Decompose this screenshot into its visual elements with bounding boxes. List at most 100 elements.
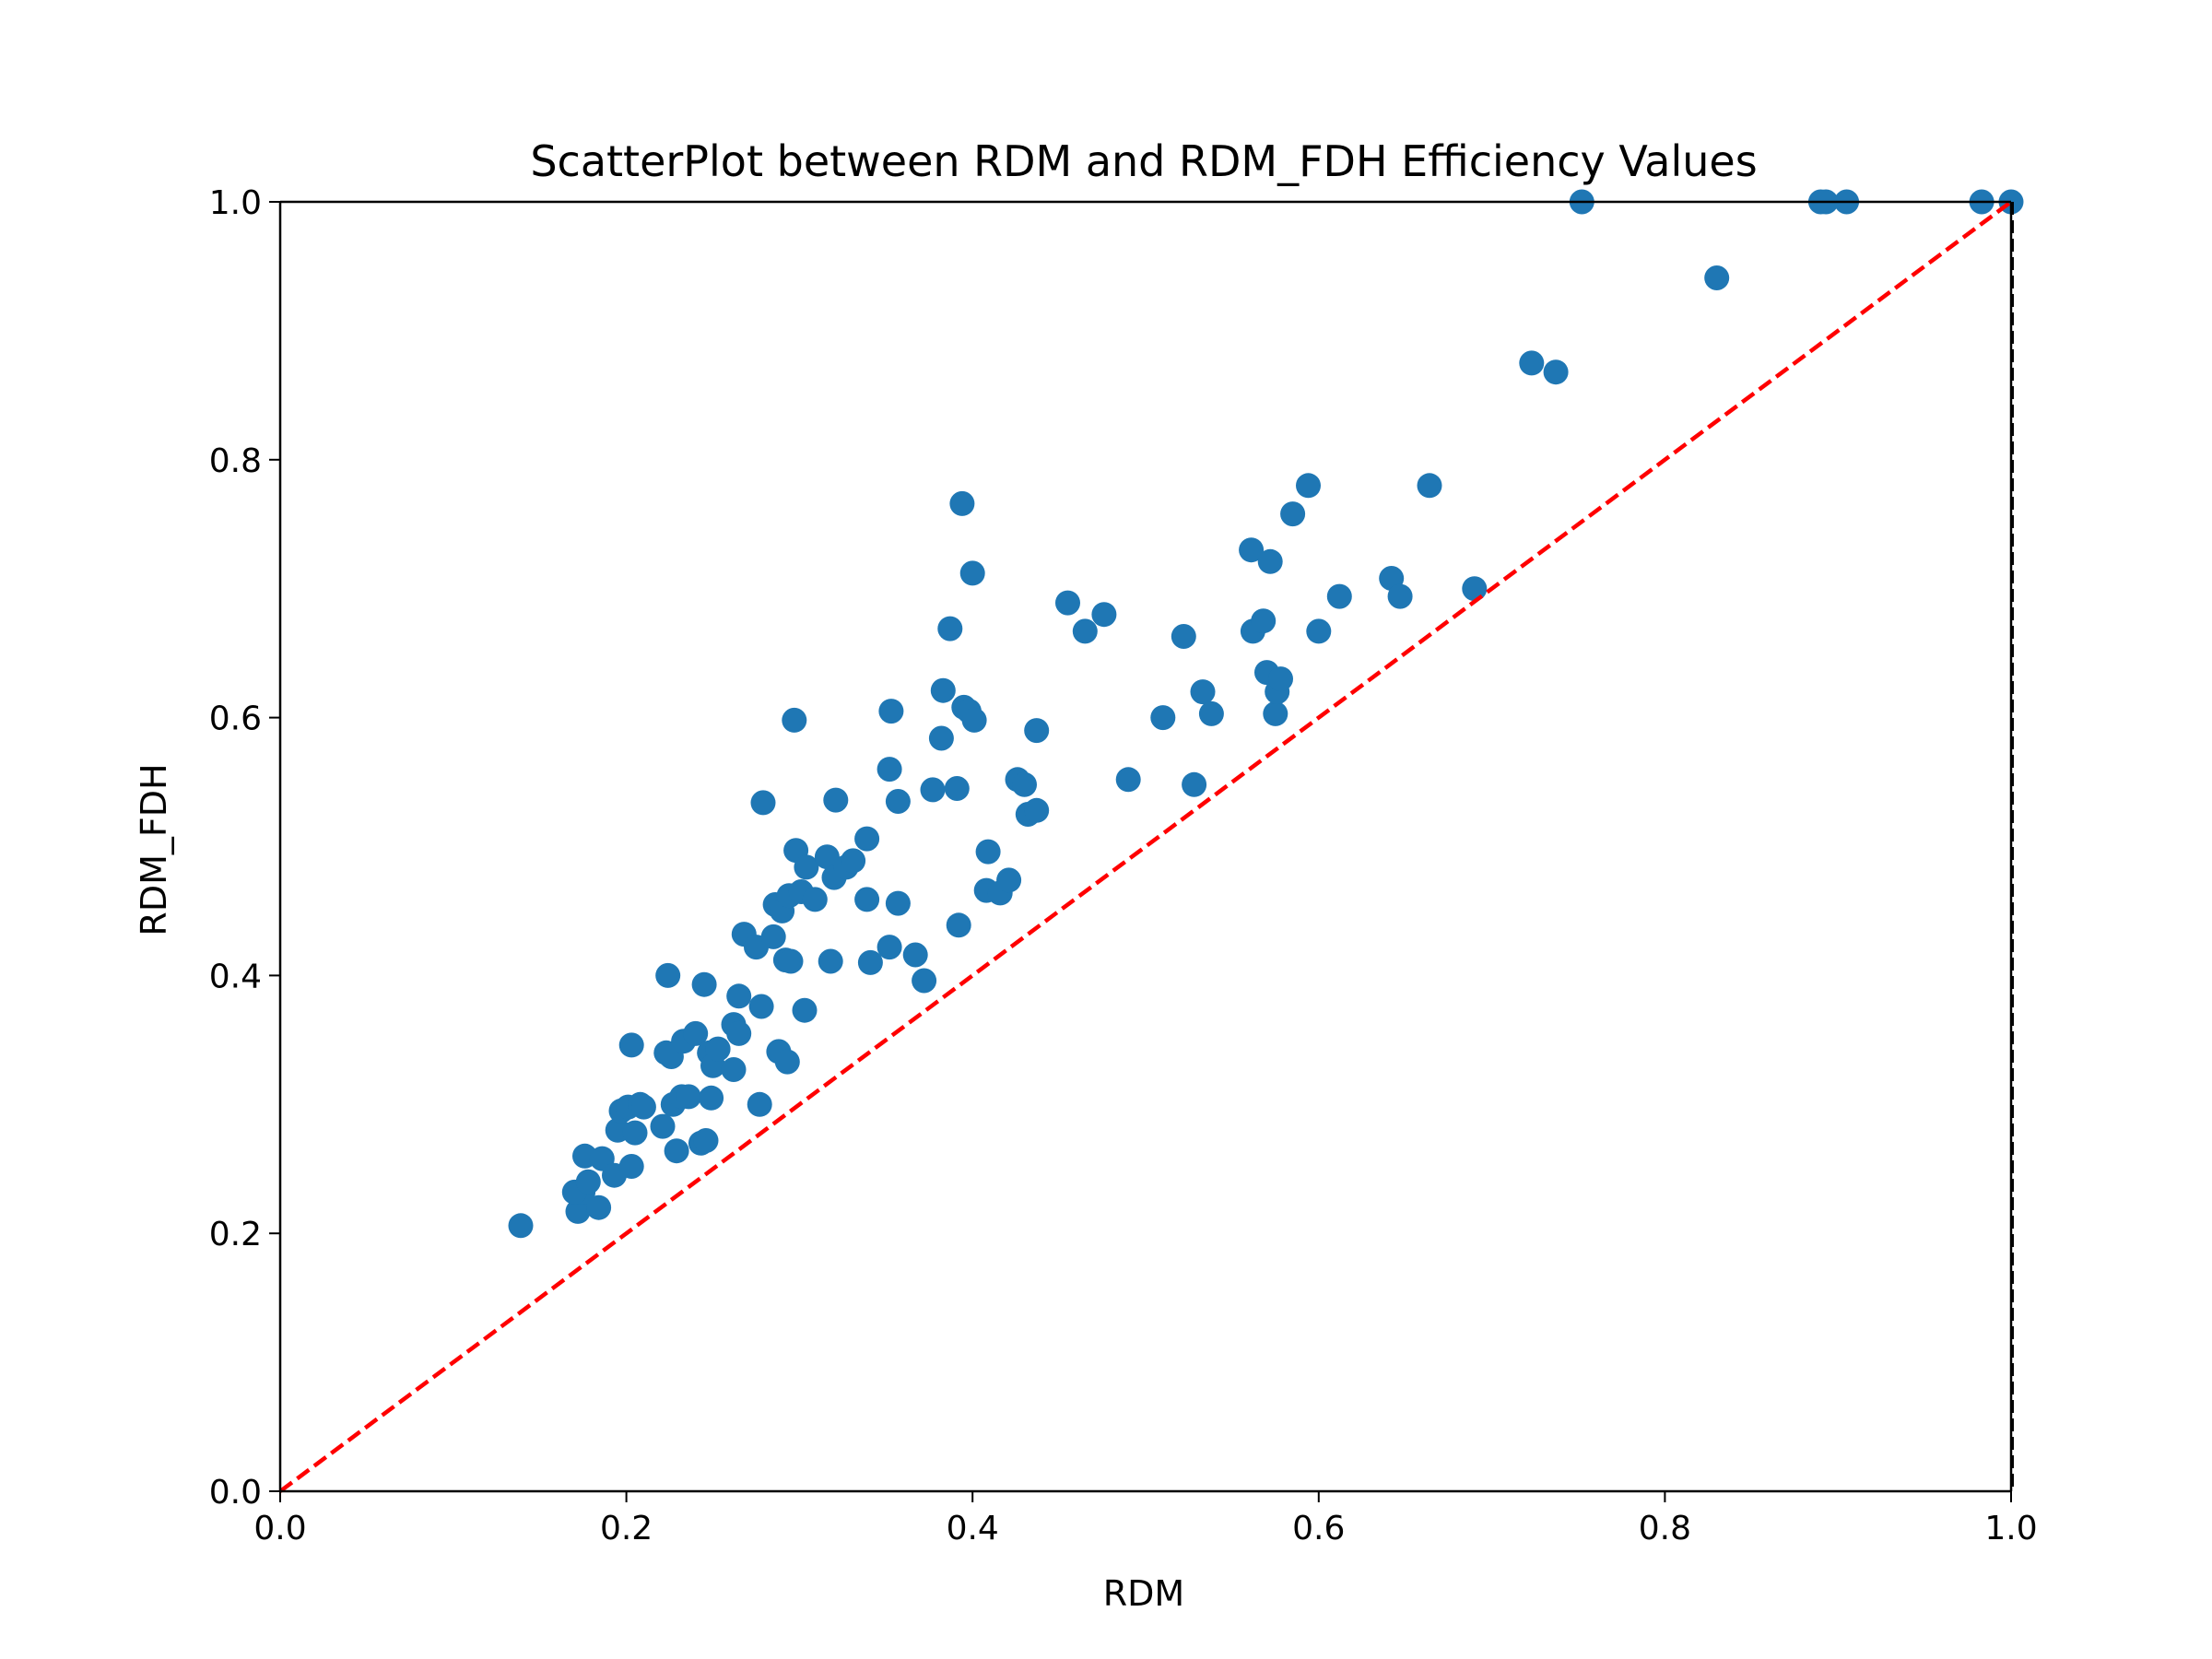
scatter-point [1387,583,1413,609]
scatter-point [930,677,956,703]
x-tick-label: 0.2 [600,1510,653,1547]
reference-layer [278,200,2013,1493]
scatter-point [877,935,902,960]
scatter-point [705,1036,731,1062]
scatter-point [721,1057,747,1082]
x-axis-title: RDM [1103,1573,1184,1614]
scatter-point [622,1120,648,1146]
scatter-point [664,1138,689,1164]
scatter-point [691,971,717,997]
scatter-point [1462,576,1488,602]
scatter-point [814,844,840,870]
scatter-point [1024,797,1050,823]
scatter-point [1257,548,1283,574]
y-tick-label: 0.6 [209,700,262,738]
scatter-point [1190,679,1216,705]
scatter-point [792,997,818,1023]
scatter-point [794,854,819,880]
scatter-point [802,887,828,912]
y-tick-label: 0.8 [209,442,262,480]
scatter-point [747,1091,772,1117]
x-tick-label: 0.6 [1292,1510,1345,1547]
scatter-point [1024,718,1050,744]
y-tick-label: 1.0 [209,184,262,222]
scatter-point [782,707,807,733]
y-tick-label: 0.2 [209,1216,262,1253]
scatter-point [630,1094,656,1120]
scatter-point [618,1032,644,1058]
scatter-point [1091,602,1117,628]
scatter-point [1543,359,1569,385]
scatter-point [676,1084,701,1110]
scatter-point [1326,583,1352,609]
y-axis-title: RDM_FDH [134,763,174,935]
y-tick-label: 0.4 [209,958,262,995]
scatter-point [823,787,849,813]
scatter-point [877,757,902,782]
x-tick-label: 1.0 [1984,1510,2037,1547]
scatter-point [949,490,975,516]
scatter-point [726,983,752,1009]
scatter-point [928,725,954,751]
points-layer [508,189,2024,1239]
scatter-point [699,1085,724,1111]
scatter-point [902,942,928,968]
scatter-point [961,707,987,733]
scatter-point [575,1169,601,1194]
scatter-point [854,887,880,912]
x-tick-label: 0.0 [253,1510,306,1547]
scatter-point [748,994,774,1019]
scatter-point [726,1020,752,1046]
scatter-point [778,948,804,974]
scatter-point [1417,473,1442,499]
scatter-point [1519,350,1545,376]
scatter-point [854,826,880,852]
chart-title: ScatterPlot between RDM and RDM_FDH Effi… [530,136,1757,186]
scatter-point [1171,624,1196,649]
scatter-point [586,1194,612,1220]
scatter-point [857,949,883,975]
reference-line [278,200,2013,1493]
scatter-point [1150,705,1176,731]
scatter-point [1296,473,1321,499]
scatter-point [1263,700,1288,726]
scatter-point [975,839,1001,865]
scatter-point [912,968,937,994]
scatter-point [878,699,904,724]
scatter-point [1268,666,1293,692]
scatter-point [818,948,843,974]
scatter-point [1055,590,1080,616]
scatter-point [937,616,963,641]
scatter-point [1704,265,1730,290]
axes-frame [278,200,2014,1493]
scatter-point [944,776,970,801]
scatter-point [885,789,911,814]
scatter-point [1115,767,1141,793]
scatter-point [618,1154,644,1179]
scatter-point [1306,618,1332,644]
x-tick-label: 0.8 [1639,1510,1691,1547]
scatter-point [1012,771,1037,797]
ticks-layer: 0.0 0.2 0.4 0.6 0.8 1.0 0.0 0.2 0.4 0.6 0.8 1.0 [209,184,2038,1547]
scatter-point [655,962,681,988]
scatter-point [841,848,866,874]
scatter-point [1198,700,1224,726]
scatter-point [693,1128,719,1153]
scatter-point [1072,618,1098,644]
scatter-point [760,924,786,949]
y-tick-label: 0.0 [209,1474,262,1512]
scatter-point [683,1020,709,1046]
scatter-point [920,777,946,803]
scatter-point [750,790,776,816]
scatter-point [565,1198,591,1224]
x-tick-label: 0.4 [947,1510,999,1547]
scatter-point [959,560,985,586]
scatter-point [1251,608,1277,634]
scatter-point [508,1213,534,1239]
scatter-point [885,890,911,916]
scatter-point [650,1113,676,1139]
scatter-point [774,1049,800,1075]
scatter-point [996,867,1022,893]
